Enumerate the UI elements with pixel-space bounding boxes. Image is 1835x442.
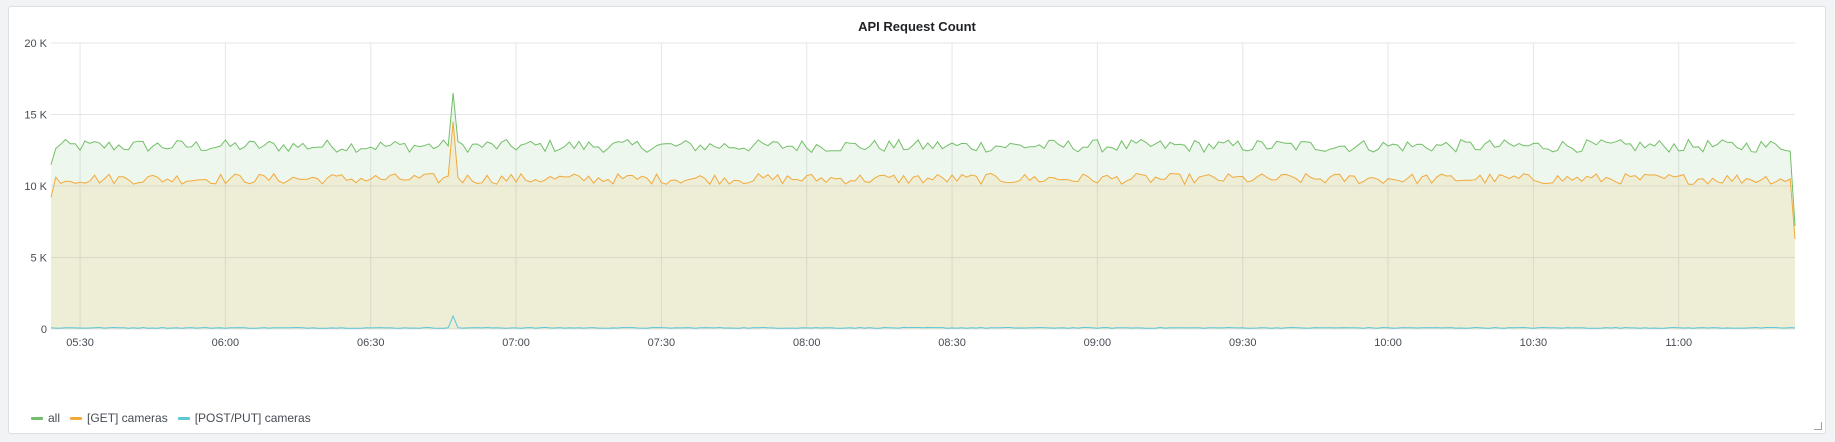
x-tick-label: 10:00: [1374, 337, 1402, 349]
series-area-0: [51, 93, 1795, 329]
series-line-2: [50, 314, 1796, 329]
y-tick-label: 0: [41, 324, 47, 336]
chart-legend: all [GET] cameras [POST/PUT] cameras: [31, 411, 311, 425]
x-tick-label: 05:30: [66, 337, 94, 349]
legend-swatch-post-put-cameras: [177, 416, 190, 420]
y-tick-label: 15 K: [24, 110, 47, 122]
legend-item-get-cameras[interactable]: [GET] cameras: [70, 411, 168, 425]
x-tick-label: 06:00: [212, 337, 240, 349]
legend-item-post-put-cameras[interactable]: [POST/PUT] cameras: [177, 411, 311, 425]
x-tick-label: 07:00: [502, 337, 530, 349]
x-tick-label: 08:00: [793, 337, 821, 349]
x-tick-label: 08:30: [938, 337, 966, 349]
legend-item-all[interactable]: all: [31, 411, 60, 425]
y-tick-label: 10 K: [24, 181, 47, 193]
legend-label-post-put-cameras: [POST/PUT] cameras: [194, 411, 311, 425]
legend-swatch-all: [31, 416, 43, 420]
series-line-1: [50, 121, 1796, 239]
x-tick-label: 06:30: [357, 337, 385, 349]
legend-swatch-get-cameras: [70, 416, 83, 420]
series-line-0: [50, 93, 1796, 227]
x-tick-label: 10:30: [1520, 337, 1548, 349]
legend-label-get-cameras: [GET] cameras: [87, 411, 168, 425]
x-tick-label: 09:00: [1084, 337, 1112, 349]
panel-title: API Request Count: [858, 19, 976, 34]
time-series-chart[interactable]: 0 5 K 10 K 15 K 20 K 05:30 06:00 06:30 07:00 07:3…: [9, 7, 1827, 407]
y-tick-label: 20 K: [24, 38, 47, 50]
x-tick-label: 11:00: [1665, 337, 1692, 349]
legend-label-all: all: [48, 411, 61, 425]
x-tick-label: 09:30: [1229, 337, 1257, 349]
series-area-1: [51, 121, 1795, 329]
resize-handle-icon[interactable]: [1814, 422, 1822, 430]
x-tick-label: 07:30: [648, 337, 676, 349]
y-tick-label: 5 K: [30, 253, 47, 265]
